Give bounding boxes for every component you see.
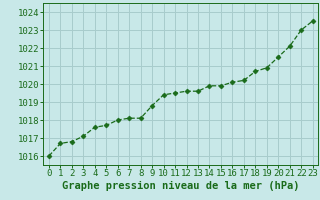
X-axis label: Graphe pression niveau de la mer (hPa): Graphe pression niveau de la mer (hPa) (62, 181, 300, 191)
